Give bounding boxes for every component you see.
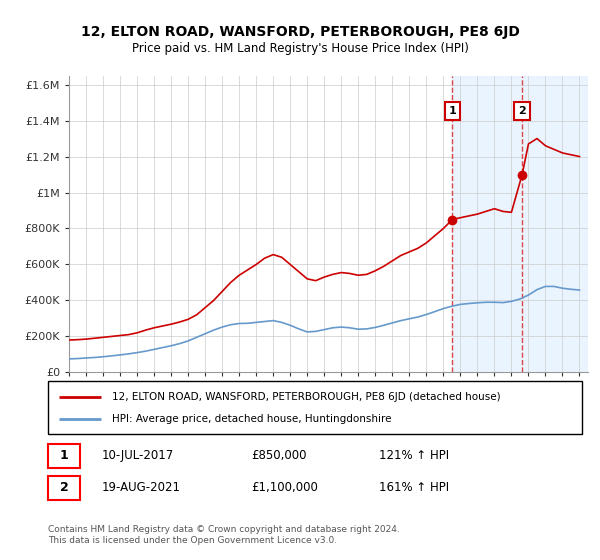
Text: 161% ↑ HPI: 161% ↑ HPI: [379, 481, 449, 494]
Text: 12, ELTON ROAD, WANSFORD, PETERBOROUGH, PE8 6JD: 12, ELTON ROAD, WANSFORD, PETERBOROUGH, …: [80, 25, 520, 39]
Text: HPI: Average price, detached house, Huntingdonshire: HPI: Average price, detached house, Hunt…: [112, 414, 392, 424]
Text: £850,000: £850,000: [251, 449, 307, 463]
FancyBboxPatch shape: [48, 381, 582, 434]
Text: 1: 1: [449, 106, 456, 116]
FancyBboxPatch shape: [48, 475, 80, 500]
Text: 2: 2: [518, 106, 526, 116]
Text: 19-AUG-2021: 19-AUG-2021: [101, 481, 181, 494]
Text: 10-JUL-2017: 10-JUL-2017: [101, 449, 173, 463]
Text: 2: 2: [59, 481, 68, 494]
Text: 121% ↑ HPI: 121% ↑ HPI: [379, 449, 449, 463]
Text: Price paid vs. HM Land Registry's House Price Index (HPI): Price paid vs. HM Land Registry's House …: [131, 42, 469, 55]
Text: £1,100,000: £1,100,000: [251, 481, 318, 494]
Text: 12, ELTON ROAD, WANSFORD, PETERBOROUGH, PE8 6JD (detached house): 12, ELTON ROAD, WANSFORD, PETERBOROUGH, …: [112, 392, 501, 402]
Text: Contains HM Land Registry data © Crown copyright and database right 2024.
This d: Contains HM Land Registry data © Crown c…: [48, 525, 400, 545]
Bar: [452, 76, 588, 372]
Text: 1: 1: [59, 449, 68, 463]
FancyBboxPatch shape: [48, 444, 80, 468]
